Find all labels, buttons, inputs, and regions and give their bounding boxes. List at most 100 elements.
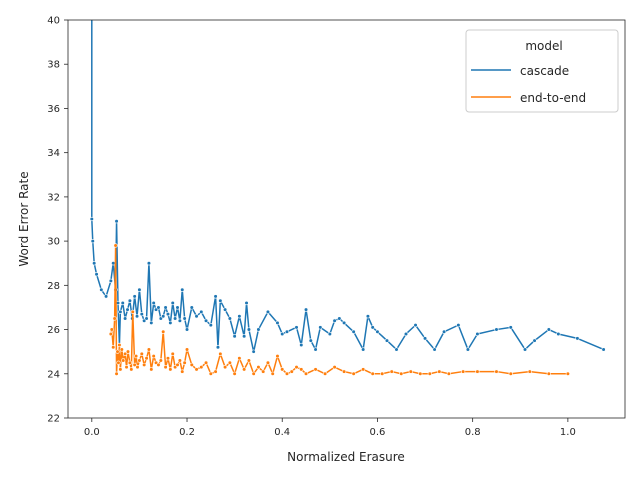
data-point-end-to-end — [294, 365, 299, 370]
data-point-cascade — [184, 327, 190, 332]
y-tick-label: 40 — [47, 16, 60, 27]
data-point-end-to-end — [546, 371, 551, 376]
data-point-cascade — [422, 336, 428, 341]
x-tick-label: 0.6 — [369, 427, 385, 438]
legend-title: model — [525, 39, 562, 53]
data-point-cascade — [103, 294, 109, 299]
data-point-cascade — [90, 7, 94, 11]
data-point-end-to-end — [299, 367, 304, 372]
data-point-cascade — [494, 327, 499, 332]
data-point-end-to-end — [144, 356, 149, 361]
y-tick-label: 28 — [47, 281, 60, 292]
data-point-cascade — [123, 316, 128, 321]
data-point-cascade — [118, 309, 123, 314]
data-point-cascade — [151, 300, 156, 306]
data-point-cascade — [163, 305, 168, 310]
series-end-to-end — [108, 243, 570, 376]
data-point-end-to-end — [182, 360, 187, 365]
y-tick-label: 32 — [47, 192, 60, 203]
data-point-cascade — [227, 316, 232, 321]
data-point-cascade — [575, 336, 580, 341]
data-point-cascade — [313, 347, 318, 352]
data-point-end-to-end — [146, 347, 152, 352]
data-point-end-to-end — [180, 369, 185, 374]
data-point-cascade — [284, 329, 290, 334]
data-point-cascade — [120, 300, 125, 306]
data-point-end-to-end — [189, 362, 194, 368]
data-point-cascade — [125, 307, 130, 312]
data-point-end-to-end — [342, 369, 347, 374]
data-point-cascade — [223, 307, 228, 312]
data-point-cascade — [208, 323, 213, 328]
data-point-cascade — [256, 327, 261, 332]
y-tick-label: 30 — [47, 237, 60, 248]
data-point-end-to-end — [322, 371, 328, 376]
data-point-cascade — [94, 272, 99, 277]
legend-entry-cascade: cascade — [520, 64, 569, 78]
data-point-end-to-end — [109, 327, 114, 332]
data-point-cascade — [132, 294, 137, 299]
data-point-end-to-end — [527, 369, 532, 374]
data-point-end-to-end — [117, 342, 122, 348]
data-point-end-to-end — [399, 371, 404, 376]
data-point-end-to-end — [446, 371, 451, 376]
data-point-cascade — [156, 305, 161, 310]
data-point-cascade — [182, 316, 187, 321]
data-point-cascade — [441, 329, 447, 334]
data-point-end-to-end — [418, 371, 423, 376]
y-tick-label: 22 — [47, 414, 60, 425]
data-point-end-to-end — [223, 365, 228, 370]
data-point-end-to-end — [461, 369, 466, 374]
data-point-cascade — [308, 338, 313, 343]
data-point-end-to-end — [175, 362, 180, 368]
x-tick-label: 1.0 — [560, 427, 576, 438]
data-point-end-to-end — [118, 367, 123, 372]
data-point-cascade — [327, 331, 332, 337]
data-point-cascade — [351, 329, 356, 334]
data-point-cascade — [170, 300, 175, 306]
data-point-cascade — [384, 338, 390, 343]
data-point-cascade — [475, 331, 480, 337]
data-point-end-to-end — [232, 371, 237, 376]
data-point-end-to-end — [168, 367, 173, 372]
data-point-cascade — [149, 320, 154, 326]
data-point-cascade — [144, 316, 149, 321]
legend-entry-end-to-end: end-to-end — [520, 91, 586, 105]
data-point-end-to-end — [165, 356, 171, 361]
data-point-end-to-end — [129, 367, 134, 372]
x-axis-ticks: 0.0 0.2 0.4 0.6 0.8 1.0 — [84, 418, 576, 438]
data-point-cascade — [456, 323, 461, 328]
data-point-cascade — [203, 318, 209, 323]
data-point-cascade — [275, 320, 280, 326]
data-point-cascade — [139, 311, 144, 317]
legend: model cascade end-to-end — [465, 29, 619, 113]
data-point-cascade — [394, 347, 399, 352]
data-point-cascade — [465, 347, 471, 352]
data-point-end-to-end — [265, 360, 271, 365]
data-point-end-to-end — [177, 358, 182, 363]
data-point-end-to-end — [242, 367, 247, 372]
data-point-end-to-end — [508, 371, 513, 376]
data-point-end-to-end — [218, 351, 223, 356]
data-point-end-to-end — [194, 367, 199, 372]
data-point-cascade — [370, 325, 375, 330]
data-point-end-to-end — [275, 353, 280, 359]
data-point-end-to-end — [213, 369, 218, 374]
data-point-end-to-end — [184, 347, 190, 352]
data-point-end-to-end — [108, 331, 113, 337]
data-point-cascade — [522, 347, 528, 352]
data-point-end-to-end — [111, 345, 116, 350]
data-point-cascade — [213, 294, 218, 299]
data-point-end-to-end — [380, 371, 385, 376]
data-point-end-to-end — [361, 367, 366, 372]
data-point-end-to-end — [170, 351, 175, 356]
data-point-cascade — [165, 311, 171, 317]
data-point-end-to-end — [116, 360, 121, 365]
data-point-cascade — [111, 261, 116, 266]
y-tick-label: 36 — [47, 104, 60, 115]
y-axis-label: Word Error Rate — [17, 171, 31, 266]
data-point-end-to-end — [351, 371, 356, 376]
data-point-cascade — [403, 331, 409, 337]
data-point-end-to-end — [139, 351, 144, 356]
